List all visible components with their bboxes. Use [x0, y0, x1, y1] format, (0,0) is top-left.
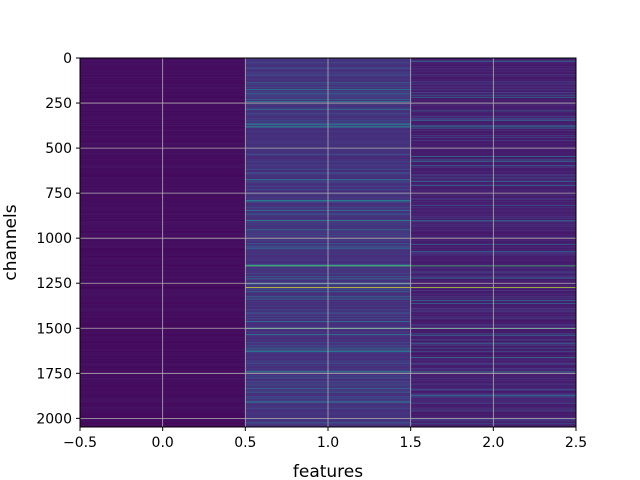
y-tick-label: 1250	[36, 276, 72, 292]
x-tick-label: 1.5	[400, 435, 422, 451]
y-tick-label: 1750	[36, 366, 72, 382]
y-axis-label: channels	[1, 204, 21, 280]
y-tick-label: 2000	[36, 411, 72, 427]
x-axis: −0.5 0.0 0.5 1.0 1.5 2.0 2.5	[63, 427, 587, 451]
x-tick-label: 0.5	[234, 435, 256, 451]
y-axis: 0 250 500 750 1000 1250 1500 1750 2000	[36, 51, 80, 427]
y-tick-label: 750	[45, 186, 72, 202]
x-tick-label: −0.5	[63, 435, 97, 451]
x-tick-label: 1.0	[317, 435, 339, 451]
x-tick-label: 2.0	[482, 435, 504, 451]
y-tick-label: 1500	[36, 321, 72, 337]
x-tick-label: 0.0	[152, 435, 174, 451]
y-tick-label: 0	[63, 51, 72, 67]
y-tick-label: 250	[45, 96, 72, 112]
y-tick-label: 1000	[36, 231, 72, 247]
x-tick-label: 2.5	[565, 435, 587, 451]
x-axis-label: features	[293, 462, 363, 480]
y-tick-label: 500	[45, 141, 72, 157]
